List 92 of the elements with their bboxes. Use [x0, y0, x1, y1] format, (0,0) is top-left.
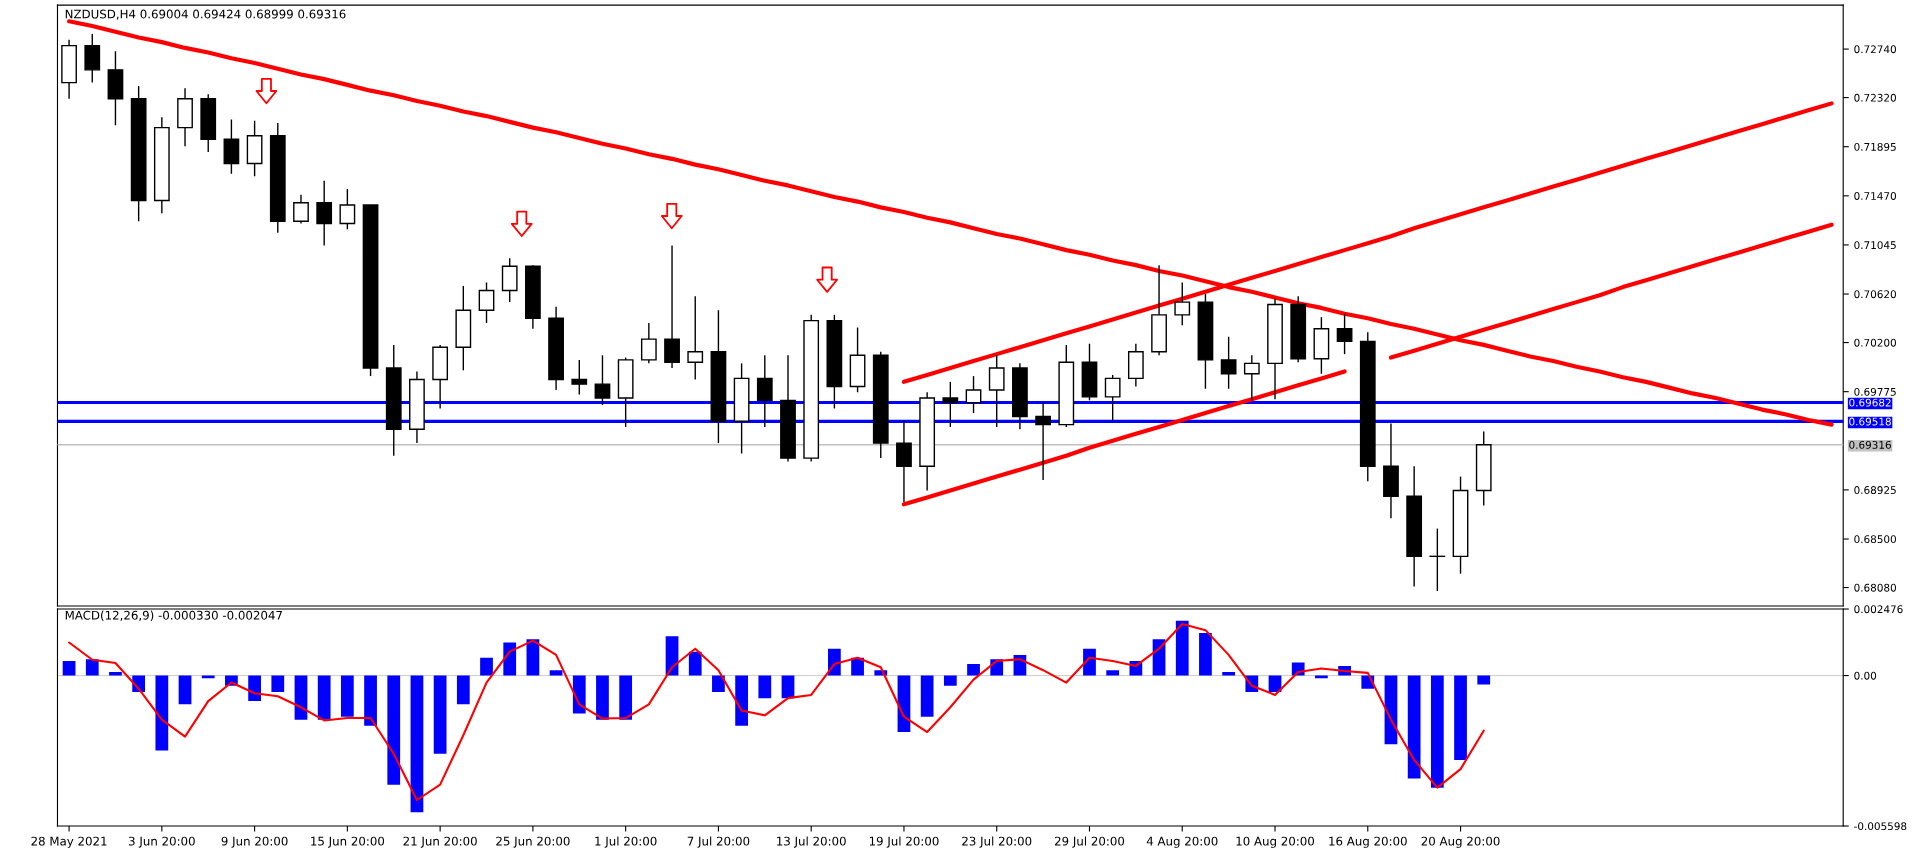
candlestick: [478, 281, 495, 324]
bar: [178, 675, 192, 705]
x-tick-label: 1 Jul 20:00: [595, 836, 657, 848]
bar: [480, 657, 493, 676]
ref-line-label: 0.69316: [1849, 440, 1891, 449]
bar: [1083, 648, 1096, 676]
candlestick: [965, 375, 982, 414]
candlestick: [1243, 354, 1260, 402]
candlestick: [988, 354, 1005, 428]
bar: [109, 672, 122, 676]
y-tick-label: 0.71895: [1854, 142, 1896, 151]
x-tick-label: 9 Jun 20:00: [221, 836, 288, 848]
bar: [410, 675, 424, 813]
bar: [364, 675, 377, 726]
x-tick-label: 4 Aug 20:00: [1146, 836, 1218, 848]
x-tick-label: 7 Jul 20:00: [687, 836, 750, 848]
bar: [526, 639, 540, 676]
bar: [943, 675, 957, 686]
candlestick: [1336, 312, 1353, 355]
ref-line-label: 0.69682: [1849, 398, 1891, 407]
x-tick-label: 10 Aug 20:00: [1236, 836, 1315, 848]
bar: [1407, 675, 1421, 779]
candlestick: [1220, 336, 1237, 390]
bar: [1454, 675, 1467, 760]
x-tick-label: 23 Jul 20:00: [962, 836, 1032, 848]
bar: [967, 664, 980, 676]
bar: [1430, 675, 1444, 788]
candlestick: [1174, 281, 1191, 326]
candlestick: [687, 295, 704, 381]
candlestick: [339, 188, 356, 231]
candlestick: [896, 420, 912, 503]
candlestick: [664, 244, 680, 369]
ref-line-label: 0.69518: [1849, 417, 1891, 426]
bar: [387, 675, 401, 785]
line-series: [68, 622, 1485, 802]
bar: [456, 675, 470, 705]
candlestick: [293, 193, 309, 225]
bar: [248, 675, 261, 702]
candlestick: [571, 359, 588, 396]
y-tick-label: 0.71045: [1854, 241, 1896, 250]
y-tick-label: 0.68500: [1854, 535, 1896, 544]
candlestick: [756, 354, 773, 428]
bar: [619, 675, 633, 720]
y-tick-label: 0.69775: [1854, 387, 1896, 396]
bar: [1222, 672, 1236, 676]
x-tick-label: 15 Jun 20:00: [311, 836, 385, 848]
candlestick: [1104, 374, 1121, 422]
candlestick: [640, 322, 657, 365]
bar: [503, 642, 517, 676]
candlestick: [942, 381, 959, 428]
bar: [596, 675, 609, 720]
x-tick-label: 16 Aug 20:00: [1329, 836, 1407, 848]
bar: [688, 651, 702, 676]
x-tick-label: 13 Jul 20:00: [777, 836, 846, 848]
y-tick-label: 0.70200: [1854, 338, 1896, 347]
bar: [62, 661, 76, 676]
x-tick-label: 28 May 2021: [31, 836, 107, 848]
bar: [712, 675, 725, 692]
y-tick-label: 0.002476: [1854, 605, 1903, 614]
candlestick: [1035, 401, 1051, 481]
bar: [317, 675, 331, 720]
x-tick-label: 3 Jun 20:00: [129, 836, 195, 848]
y-tick-label: 0.72320: [1854, 93, 1896, 102]
chart-title: MACD(12,26,9) -0.000330 -0.002047: [65, 610, 282, 622]
y-tick-label: 0.70620: [1854, 290, 1896, 299]
bar: [433, 675, 447, 754]
x-tick-label: 29 Jul 20:00: [1054, 836, 1125, 848]
x-tick-label: 25 Jun 20:00: [496, 836, 570, 848]
y-tick-label: 0.00: [1854, 671, 1877, 680]
x-tick-label: 20 Aug 20:00: [1421, 836, 1500, 848]
bar: [271, 675, 285, 692]
bar: [758, 675, 772, 699]
bar: [1106, 670, 1120, 676]
x-tick-label: 21 Jun 20:00: [403, 836, 477, 848]
y-tick-label: 0.68080: [1854, 583, 1896, 592]
y-tick-label: 0.72740: [1854, 45, 1896, 54]
bar: [735, 675, 748, 726]
bar: [1175, 620, 1189, 676]
y-tick-label: 0.71470: [1854, 192, 1896, 200]
x-tick-label: 19 Jul 20:00: [869, 836, 939, 848]
bar: [1477, 675, 1491, 685]
bar: [340, 675, 354, 717]
bar: [1199, 633, 1212, 676]
bar: [85, 659, 99, 676]
y-tick-label: 0.68925: [1854, 486, 1896, 494]
candlestick: [316, 180, 333, 247]
chart-title: NZDUSD,H4 0.69004 0.69424 0.68999 0.69316: [65, 9, 346, 20]
bar: [155, 675, 169, 751]
candlestick: [594, 354, 611, 406]
bar: [920, 675, 934, 717]
bar: [549, 670, 563, 676]
y-tick-label: -0.005598: [1854, 822, 1907, 831]
